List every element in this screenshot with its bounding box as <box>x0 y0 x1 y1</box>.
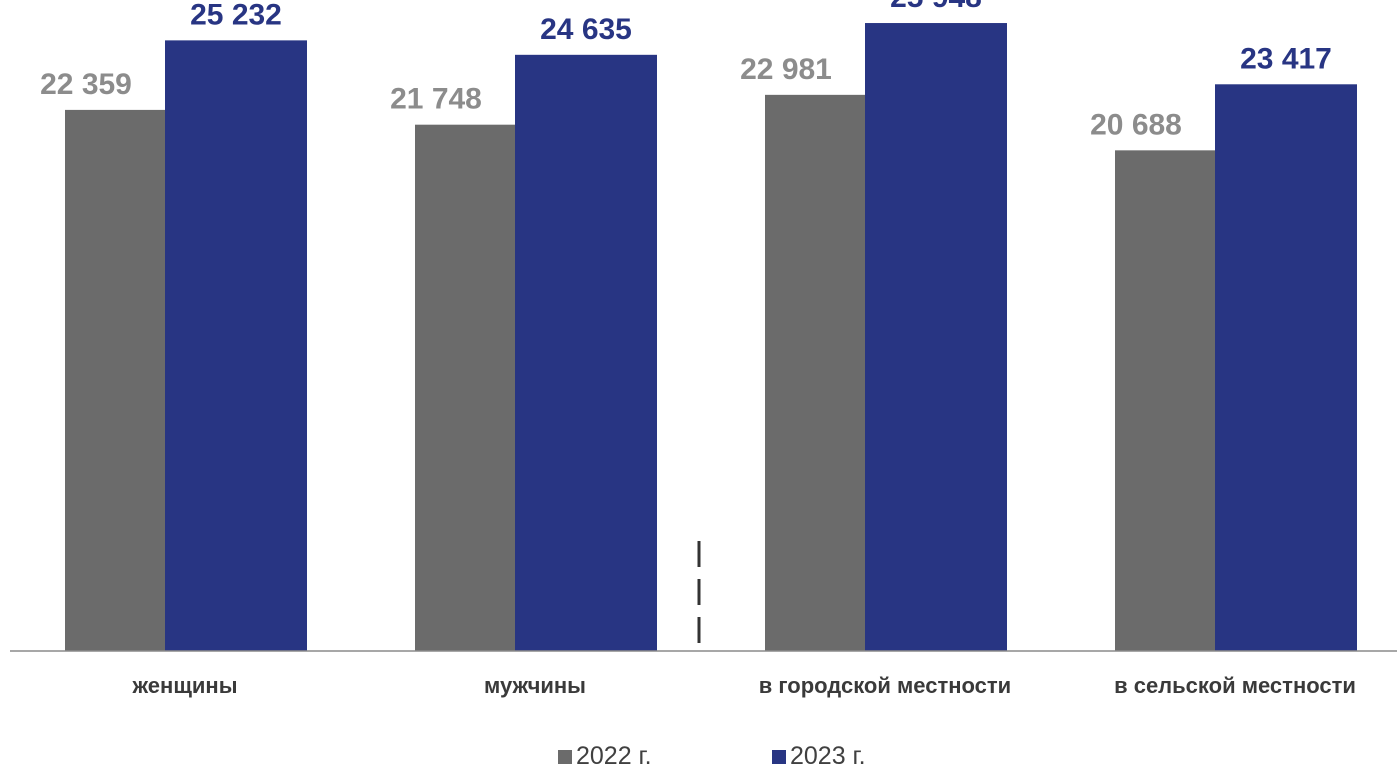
value-label-2022-0: 22 359 <box>40 68 132 101</box>
value-label-2023-3: 23 417 <box>1240 42 1332 75</box>
legend-label-2022: 2022 г. <box>576 742 652 770</box>
bar-2023-2 <box>865 23 1007 651</box>
category-label-1: мужчины <box>484 673 586 698</box>
value-labels-group: 22 359 25 232 21 748 24 635 22 981 25 948 20 6… <box>40 0 1332 141</box>
legend-swatch-2023 <box>772 749 786 764</box>
legend-swatch-2022 <box>558 749 572 764</box>
value-label-2023-2: 25 948 <box>890 0 982 14</box>
bar-2022-1 <box>415 124 515 651</box>
value-label-2022-1: 21 748 <box>390 83 482 116</box>
bar-2023-0 <box>165 40 307 652</box>
bar-2022-3 <box>1115 150 1215 651</box>
category-label-2: в городской местности <box>759 673 1011 698</box>
value-label-2023-0: 25 232 <box>190 0 282 31</box>
value-label-2022-3: 20 688 <box>1090 108 1182 141</box>
category-label-3: в сельской местности <box>1114 673 1356 698</box>
legend-item-2023: 2023 г. <box>772 742 866 771</box>
bar-2022-2 <box>765 94 865 651</box>
bars-group <box>65 23 1357 652</box>
value-label-2022-2: 22 981 <box>740 53 832 86</box>
category-labels-group: женщины мужчины в городской местности в сел… <box>132 673 1356 698</box>
legend: 2022 г. 2023 г. <box>0 742 1397 772</box>
legend-item-2022: 2022 г. <box>558 742 652 771</box>
legend-label-2023: 2023 г. <box>790 742 866 770</box>
value-label-2023-1: 24 635 <box>540 13 632 46</box>
category-label-0: женщины <box>132 673 238 698</box>
bar-2023-1 <box>515 54 657 651</box>
bar-2023-3 <box>1215 84 1357 651</box>
bar-2022-0 <box>65 109 165 652</box>
bar-chart: 22 359 25 232 21 748 24 635 22 981 25 948 20 6… <box>10 0 1397 698</box>
